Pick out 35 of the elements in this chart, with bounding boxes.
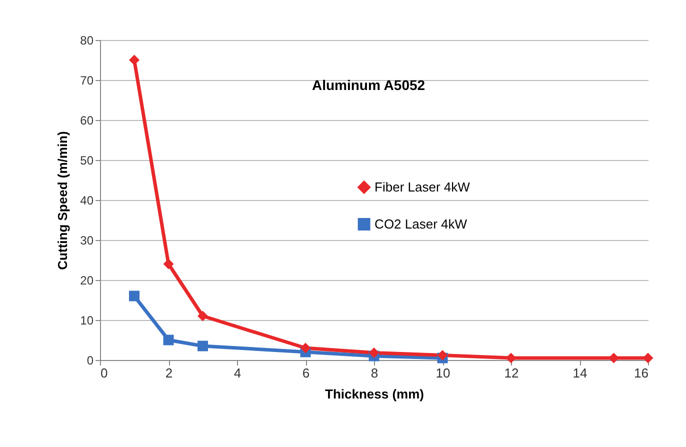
y-tick-label: 50: [80, 154, 94, 168]
x-tick-label: 6: [302, 366, 310, 380]
point: [163, 258, 174, 270]
legend-label: CO2 Laser 4kW: [374, 216, 468, 232]
point: [198, 310, 208, 322]
y-tick-label: 60: [80, 114, 94, 128]
x-tick-label: 14: [572, 366, 588, 380]
point: [300, 342, 311, 354]
x-tick-label: 16: [634, 366, 648, 380]
point: [506, 352, 516, 364]
x-tick-label: 0: [100, 366, 108, 380]
x-tick-label: 10: [436, 366, 450, 380]
y-axis-title: Cutting Speed (m/min): [55, 131, 70, 270]
x-tick-label: 12: [504, 366, 519, 380]
point: [368, 348, 380, 358]
point: [608, 352, 619, 364]
y-tick-label: 40: [80, 194, 94, 208]
point: [129, 54, 140, 66]
y-tick-label: 0: [86, 354, 94, 368]
y-tick-label: 20: [80, 274, 94, 288]
point: [642, 352, 654, 364]
point: [163, 334, 174, 346]
x-tick-label: 8: [370, 366, 378, 380]
point: [437, 350, 448, 360]
legend-label: Fiber Laser 4kW: [374, 179, 471, 194]
point: [198, 340, 208, 352]
x-tick-label: 4: [234, 366, 242, 380]
y-tick-label: 10: [80, 314, 94, 328]
x-tick-label: 2: [165, 366, 173, 380]
x-axis-title: Thickness (mm): [325, 386, 424, 402]
y-tick-label: 80: [80, 34, 94, 48]
point: [129, 290, 140, 302]
y-tick-label: 30: [80, 234, 94, 248]
annotation: Aluminum A5052: [312, 77, 426, 93]
y-tick-label: 70: [80, 74, 94, 88]
